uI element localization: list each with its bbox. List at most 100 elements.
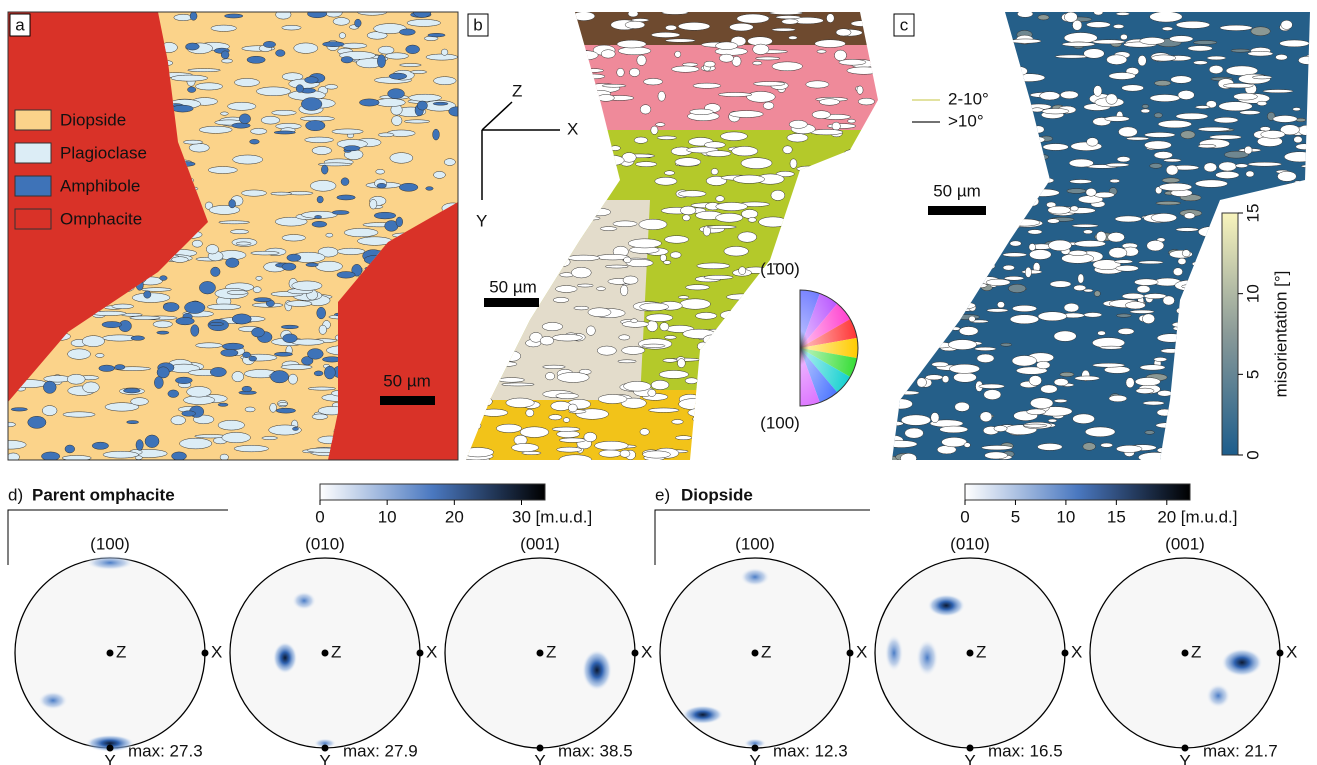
pole-dot (752, 745, 759, 752)
grain (586, 326, 595, 335)
grain (463, 165, 481, 175)
grain (620, 285, 628, 296)
grain (1309, 453, 1317, 456)
grain (690, 109, 713, 115)
grain (1144, 141, 1171, 149)
grain (1231, 49, 1250, 52)
axis-label: Y (104, 751, 115, 765)
grain (1156, 423, 1183, 429)
grain (1244, 146, 1252, 154)
grain (941, 72, 963, 78)
scale-bar (484, 298, 539, 307)
grain (1248, 162, 1282, 166)
grain (648, 389, 656, 396)
grain (1048, 206, 1071, 214)
grain (955, 402, 970, 411)
grain (1060, 91, 1078, 99)
grain (1116, 445, 1142, 452)
colorbar (1222, 213, 1238, 455)
grain (1154, 81, 1170, 86)
grain (767, 345, 781, 354)
grain (1138, 452, 1171, 462)
grain (583, 69, 604, 73)
grain (1094, 291, 1100, 297)
grain (1025, 267, 1031, 277)
grain (537, 272, 551, 278)
panel-label: d) (8, 485, 23, 504)
grain (1085, 427, 1115, 437)
grain (274, 131, 295, 134)
grain (577, 284, 593, 287)
panel-label: c (900, 15, 909, 34)
grain (665, 39, 695, 42)
panel-label: b (473, 15, 482, 34)
grain (481, 195, 494, 206)
grain (1108, 232, 1125, 242)
grain (917, 378, 927, 388)
grain (484, 350, 500, 355)
grain (729, 444, 748, 450)
grain (995, 80, 1004, 87)
grain (1207, 314, 1221, 318)
grain (1172, 322, 1192, 328)
grain (43, 381, 56, 393)
grain (831, 221, 849, 226)
grain (1014, 115, 1026, 123)
grain (729, 23, 753, 31)
grain (1283, 183, 1306, 190)
grain (675, 436, 692, 440)
grain (806, 81, 829, 88)
grain (1268, 232, 1302, 237)
grain (551, 401, 571, 410)
grain (208, 167, 237, 174)
grain (876, 80, 910, 85)
grain (882, 237, 908, 248)
grain (456, 369, 487, 374)
grain (703, 335, 722, 345)
grain (296, 85, 303, 93)
grain (1190, 325, 1199, 331)
grain (840, 399, 866, 410)
grain (1257, 101, 1267, 106)
grain (1300, 246, 1306, 251)
panel-label: e) (655, 485, 670, 504)
grain (1281, 20, 1293, 29)
grain (912, 155, 928, 164)
tick-label: 0 (315, 507, 324, 526)
grain (812, 436, 830, 444)
grain (759, 217, 788, 227)
grain (951, 327, 960, 331)
grain (1248, 416, 1267, 423)
grain (770, 11, 803, 14)
grain (811, 169, 817, 173)
grain (272, 110, 297, 115)
grain (923, 42, 941, 51)
grain (1008, 182, 1034, 187)
grain (1150, 94, 1180, 101)
grain (977, 354, 994, 363)
grain (168, 390, 179, 398)
grain (392, 116, 402, 126)
grain (950, 64, 963, 68)
grain (433, 171, 445, 178)
grain (325, 8, 342, 17)
grain (1054, 379, 1068, 386)
grain (344, 146, 360, 151)
grain (949, 148, 977, 158)
grain (719, 396, 750, 404)
grain (242, 190, 267, 196)
grain (920, 104, 951, 111)
grain (643, 451, 671, 458)
grain (701, 422, 730, 428)
grain (175, 377, 192, 384)
max-label: max: 27.9 (343, 741, 418, 760)
grain (776, 16, 801, 19)
grain (851, 235, 864, 242)
grain (883, 387, 901, 395)
grain (685, 378, 698, 384)
grain (1181, 131, 1196, 139)
grain (1178, 258, 1186, 264)
tick-label: 10 (378, 507, 397, 526)
grain (1118, 328, 1134, 334)
grain (1216, 171, 1239, 178)
